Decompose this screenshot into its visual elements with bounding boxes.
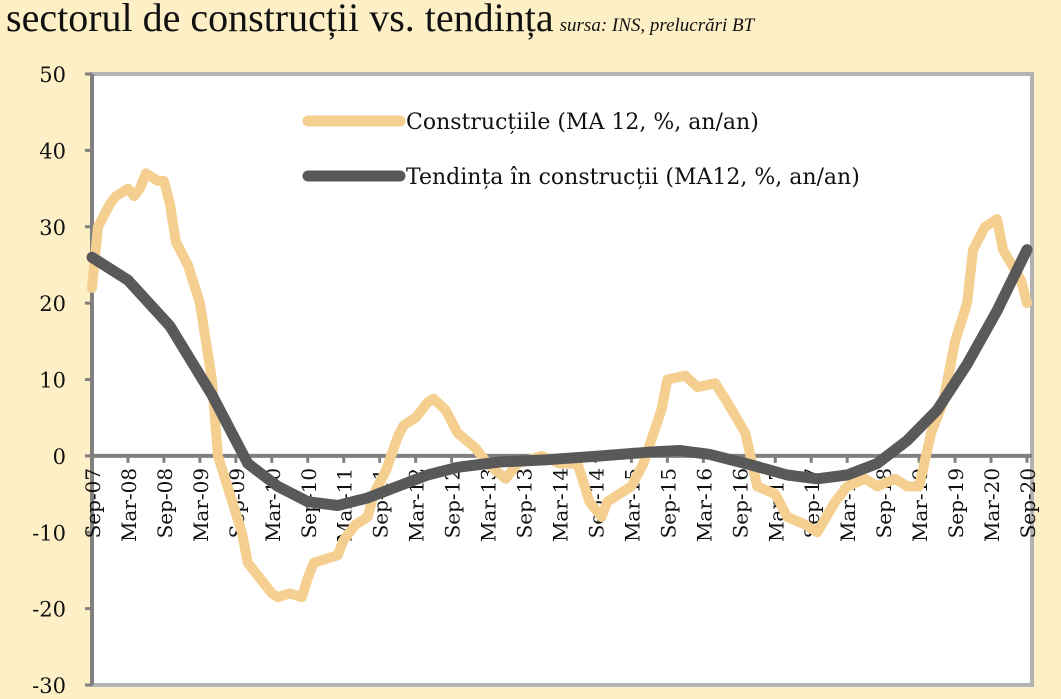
chart-title: sectorul de construcții vs. tendința surs… — [6, 0, 754, 41]
x-tick-label: Sep-19 — [944, 468, 968, 539]
x-tick-label: Mar-08 — [117, 468, 141, 542]
title-text: sectorul de construcții vs. tendința — [6, 0, 554, 40]
y-tick-label: -10 — [32, 521, 66, 545]
x-tick-label: Sep-08 — [153, 468, 177, 539]
series-line-tendinta — [86, 244, 1033, 511]
x-tick-label: Sep-16 — [728, 468, 752, 539]
x-tick-label: Sep-15 — [656, 468, 680, 539]
plot-area — [90, 72, 1034, 687]
x-tick-label: Mar-14 — [549, 468, 573, 542]
legend-label: Tendința în construcții (MA12, %, an/an) — [406, 165, 860, 190]
x-tick-label: Sep-12 — [441, 468, 465, 539]
x-tick-label: Mar-09 — [189, 468, 213, 542]
y-tick-label: 30 — [39, 216, 66, 240]
y-tick-label: 10 — [39, 369, 66, 393]
x-tick-label: Mar-16 — [692, 468, 716, 542]
y-tick-label: 40 — [39, 139, 66, 163]
x-tick-label: Sep-07 — [81, 468, 105, 539]
y-tick-label: 50 — [39, 63, 66, 87]
y-tick-label: 20 — [39, 292, 66, 316]
source-note: sursa: INS, prelucrări BT — [559, 15, 755, 36]
x-tick-label: Mar-20 — [980, 468, 1004, 542]
y-tick-label: -30 — [32, 674, 66, 698]
series-line-constructii — [87, 168, 1032, 603]
y-tick-label: -20 — [32, 598, 66, 622]
x-tick-label: Mar-13 — [477, 468, 501, 542]
y-tick-label: 0 — [53, 445, 66, 469]
legend-label: Construcțiile (MA 12, %, an/an) — [406, 110, 759, 135]
x-tick-label: Sep-20 — [1016, 468, 1040, 539]
x-tick-label: Sep-13 — [513, 468, 537, 539]
